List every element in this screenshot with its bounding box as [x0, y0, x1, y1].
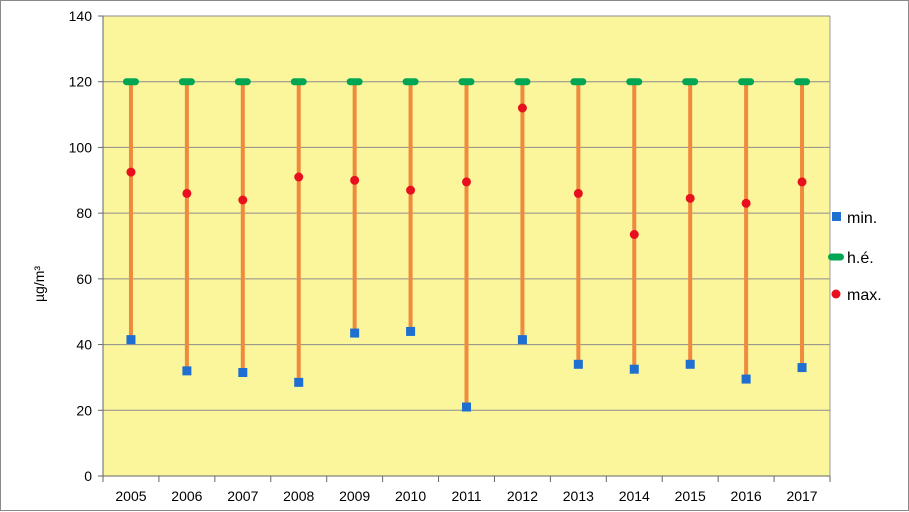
- he-marker: [626, 78, 643, 86]
- max-marker: [573, 188, 583, 198]
- max-marker: [517, 103, 527, 113]
- x-tick-label: 2016: [731, 488, 762, 504]
- min-marker: [294, 377, 304, 387]
- he-marker: [178, 78, 195, 86]
- he-marker: [738, 78, 755, 86]
- y-tick-label: 40: [76, 337, 92, 353]
- min-marker: [238, 368, 248, 377]
- max-marker: [406, 185, 416, 195]
- legend-he-swatch: [828, 253, 844, 261]
- he-marker: [682, 78, 699, 86]
- he-marker: [234, 78, 251, 86]
- x-tick-label: 2006: [171, 488, 202, 504]
- x-tick-label: 2005: [115, 488, 146, 504]
- legend: min. h.é. max.: [828, 210, 882, 304]
- he-marker: [570, 78, 587, 86]
- he-marker: [122, 78, 139, 86]
- y-tick-labels: 0 20 40 60 80 100 120 140: [69, 8, 103, 484]
- min-marker: [573, 359, 583, 369]
- data-marks: [122, 78, 811, 412]
- he-marker: [402, 78, 419, 86]
- legend-label: h.é.: [847, 250, 874, 267]
- y-axis-label: µg/m³: [31, 266, 47, 302]
- x-tick-label: 2009: [339, 488, 370, 504]
- min-marker: [797, 363, 807, 373]
- y-tick-label: 120: [69, 74, 93, 90]
- max-marker: [741, 198, 751, 208]
- he-marker: [458, 78, 475, 86]
- y-tick-label: 20: [76, 402, 92, 418]
- min-marker: [126, 335, 136, 345]
- he-marker: [514, 78, 531, 86]
- x-tick-label: 2011: [451, 488, 481, 504]
- max-marker: [629, 230, 639, 239]
- min-marker: [685, 359, 695, 369]
- y-tick-label: 80: [76, 205, 92, 221]
- min-marker: [350, 328, 360, 338]
- he-marker: [346, 78, 363, 86]
- x-tick-label: 2012: [507, 488, 538, 504]
- legend-label: max.: [847, 287, 882, 304]
- max-marker: [294, 172, 304, 182]
- x-tick-label: 2007: [227, 488, 258, 504]
- x-tick-label: 2017: [786, 488, 817, 504]
- he-marker: [290, 78, 307, 86]
- max-marker: [350, 175, 360, 185]
- y-tick-label: 100: [69, 139, 93, 155]
- legend-max-swatch: [831, 289, 841, 299]
- y-tick-label: 140: [69, 8, 93, 24]
- x-tick-labels: 2005 2006 2007 2008 2009 2010 2011 2012 2013 2014…: [102, 476, 831, 504]
- x-tick-label: 2015: [675, 488, 706, 504]
- min-marker: [517, 335, 527, 345]
- x-tick-label: 2010: [395, 488, 426, 504]
- min-marker: [182, 366, 192, 376]
- legend-label: min.: [847, 210, 877, 227]
- x-tick-label: 2013: [563, 488, 594, 504]
- x-tick-label: 2008: [283, 488, 314, 504]
- max-marker: [238, 195, 248, 205]
- max-marker: [797, 177, 807, 187]
- min-marker: [406, 326, 416, 336]
- min-marker: [462, 402, 471, 412]
- he-marker: [794, 78, 811, 86]
- max-marker: [685, 193, 695, 203]
- y-tick-label: 0: [84, 468, 92, 484]
- min-marker: [629, 364, 639, 374]
- range-lines: [128, 81, 805, 407]
- max-marker: [126, 167, 136, 177]
- min-marker: [741, 374, 751, 384]
- x-tick-label: 2014: [619, 488, 650, 504]
- max-marker: [462, 177, 471, 187]
- y-tick-label: 60: [76, 271, 92, 287]
- legend-min-swatch: [832, 212, 841, 221]
- max-marker: [182, 188, 192, 198]
- axes: [102, 16, 831, 477]
